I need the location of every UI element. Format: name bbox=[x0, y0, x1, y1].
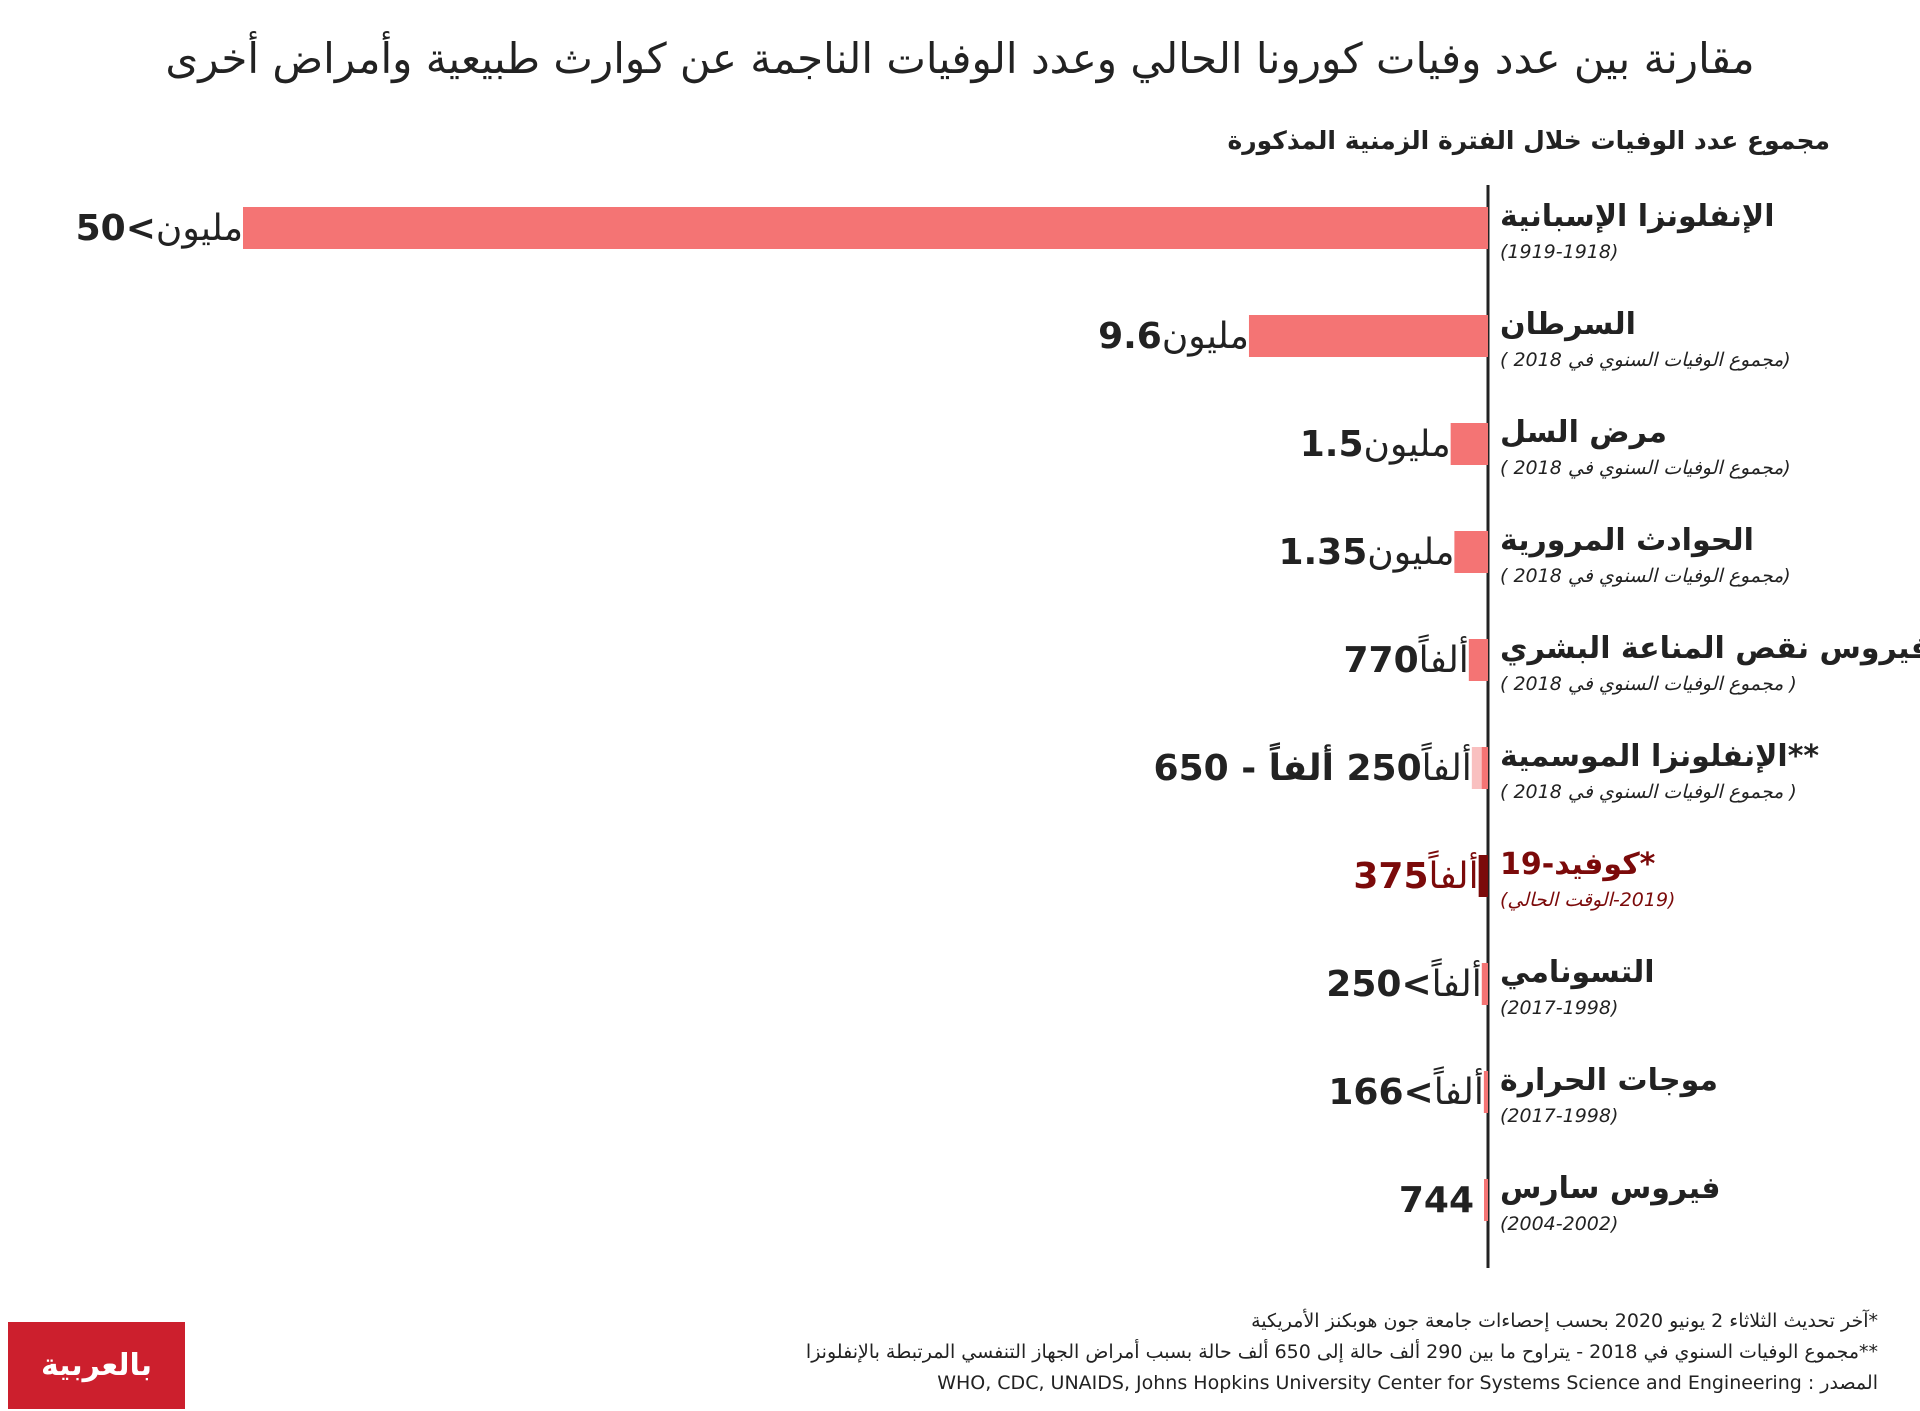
bar bbox=[1454, 531, 1488, 573]
value-number: 250 ألفاً - 650 bbox=[1154, 742, 1422, 789]
value-unit: مليون bbox=[156, 208, 243, 249]
category-note: ( مجموع الوفيات السنوي في 2018 ) bbox=[1500, 781, 1797, 803]
value-number: 770 bbox=[1344, 640, 1419, 681]
category-name: **الإنفلونزا الموسمية bbox=[1500, 739, 1819, 774]
value-label: ألفاً>250 bbox=[1326, 958, 1481, 1005]
bar bbox=[1484, 1179, 1488, 1221]
value-number: 9.6 bbox=[1098, 316, 1162, 357]
category-name: فيروس سارس bbox=[1500, 1171, 1720, 1206]
cnn-arabic-logo: بالعربية bbox=[8, 1322, 185, 1409]
logo-text: بالعربية bbox=[40, 1348, 153, 1383]
category-name: الإنفلونزا الإسبانية bbox=[1500, 199, 1775, 234]
value-label: ألفاً375 bbox=[1353, 850, 1478, 897]
chart-subtitle: مجموع عدد الوفيات خلال الفترة الزمنية ال… bbox=[1227, 126, 1830, 155]
value-number: 744 bbox=[1399, 1180, 1474, 1221]
category-note: (مجموع الوفيات السنوي في 2018 ) bbox=[1500, 457, 1791, 479]
value-unit: ألفاً bbox=[1421, 742, 1472, 789]
footnotes: *آخر تحديث الثلاثاء 2 يونيو 2020 بحسب إح… bbox=[806, 1306, 1878, 1399]
value-label: ألفاً>166 bbox=[1328, 1066, 1483, 1113]
bar bbox=[1481, 747, 1488, 789]
footnote-covid-update: *آخر تحديث الثلاثاء 2 يونيو 2020 بحسب إح… bbox=[1251, 1310, 1878, 1332]
bar bbox=[1483, 1071, 1488, 1113]
category-name: مرض السل bbox=[1500, 415, 1667, 450]
value-number: 375 bbox=[1353, 856, 1428, 897]
bar bbox=[243, 207, 1488, 249]
value-label: مليون>50 bbox=[76, 208, 243, 249]
category-note: (مجموع الوفيات السنوي في 2018 ) bbox=[1500, 349, 1791, 371]
bar bbox=[1478, 855, 1488, 897]
value-label: ألفاً250 ألفاً - 650 bbox=[1154, 742, 1472, 789]
chart-title: مقارنة بين عدد وفيات كورونا الحالي وعدد … bbox=[165, 34, 1755, 83]
category-note: (2004-2002) bbox=[1500, 1213, 1618, 1235]
value-label: مليون9.6 bbox=[1098, 316, 1249, 357]
category-name: التسونامي bbox=[1500, 955, 1655, 990]
value-number: 1.35 bbox=[1278, 532, 1367, 573]
value-number: >166 bbox=[1328, 1072, 1433, 1113]
footnote-seasonal-flu: **مجموع الوفيات السنوي في 2018 - يتراوح … bbox=[805, 1341, 1878, 1363]
value-number: 1.5 bbox=[1300, 424, 1364, 465]
category-note: (مجموع الوفيات السنوي في 2018 ) bbox=[1500, 565, 1791, 587]
value-number: >50 bbox=[76, 208, 156, 249]
value-label: مليون1.35 bbox=[1278, 532, 1454, 573]
bar-chart: مليون>50 الإنفلونزا الإسبانية(1919-1918)م… bbox=[76, 185, 1920, 1268]
value-unit: مليون bbox=[1367, 532, 1454, 573]
value-unit: مليون bbox=[1162, 316, 1249, 357]
bar bbox=[1468, 639, 1488, 681]
bar bbox=[1481, 963, 1488, 1005]
category-note: (2019-الوقت الحالي) bbox=[1500, 889, 1675, 911]
category-note: ( مجموع الوفيات السنوي في 2018 ) bbox=[1500, 673, 1797, 695]
value-unit: ألفاً bbox=[1433, 1066, 1484, 1113]
value-unit: مليون bbox=[1364, 424, 1451, 465]
category-note: (1919-1918) bbox=[1500, 241, 1618, 263]
bar bbox=[1450, 423, 1488, 465]
value-label: 744 bbox=[1399, 1180, 1474, 1221]
category-note: (2017-1998) bbox=[1500, 997, 1618, 1019]
value-unit: ألفاً bbox=[1428, 850, 1479, 897]
value-number: >250 bbox=[1326, 964, 1431, 1005]
value-label: مليون1.5 bbox=[1300, 424, 1451, 465]
category-name: *كوفيد-19 bbox=[1500, 847, 1656, 882]
footnote-source: المصدر : WHO, CDC, UNAIDS, Johns Hopkins… bbox=[937, 1372, 1878, 1394]
category-note: (2017-1998) bbox=[1500, 1105, 1618, 1127]
value-unit: ألفاً bbox=[1431, 958, 1482, 1005]
category-name: السرطان bbox=[1500, 307, 1636, 342]
category-name: موجات الحرارة bbox=[1500, 1063, 1718, 1098]
bar bbox=[1248, 315, 1488, 357]
value-label: ألفاً770 bbox=[1344, 634, 1469, 681]
value-unit: ألفاً bbox=[1418, 634, 1469, 681]
category-name: الحوادث المرورية bbox=[1500, 523, 1754, 558]
category-name: فيروس نقص المناعة البشري bbox=[1500, 631, 1920, 666]
